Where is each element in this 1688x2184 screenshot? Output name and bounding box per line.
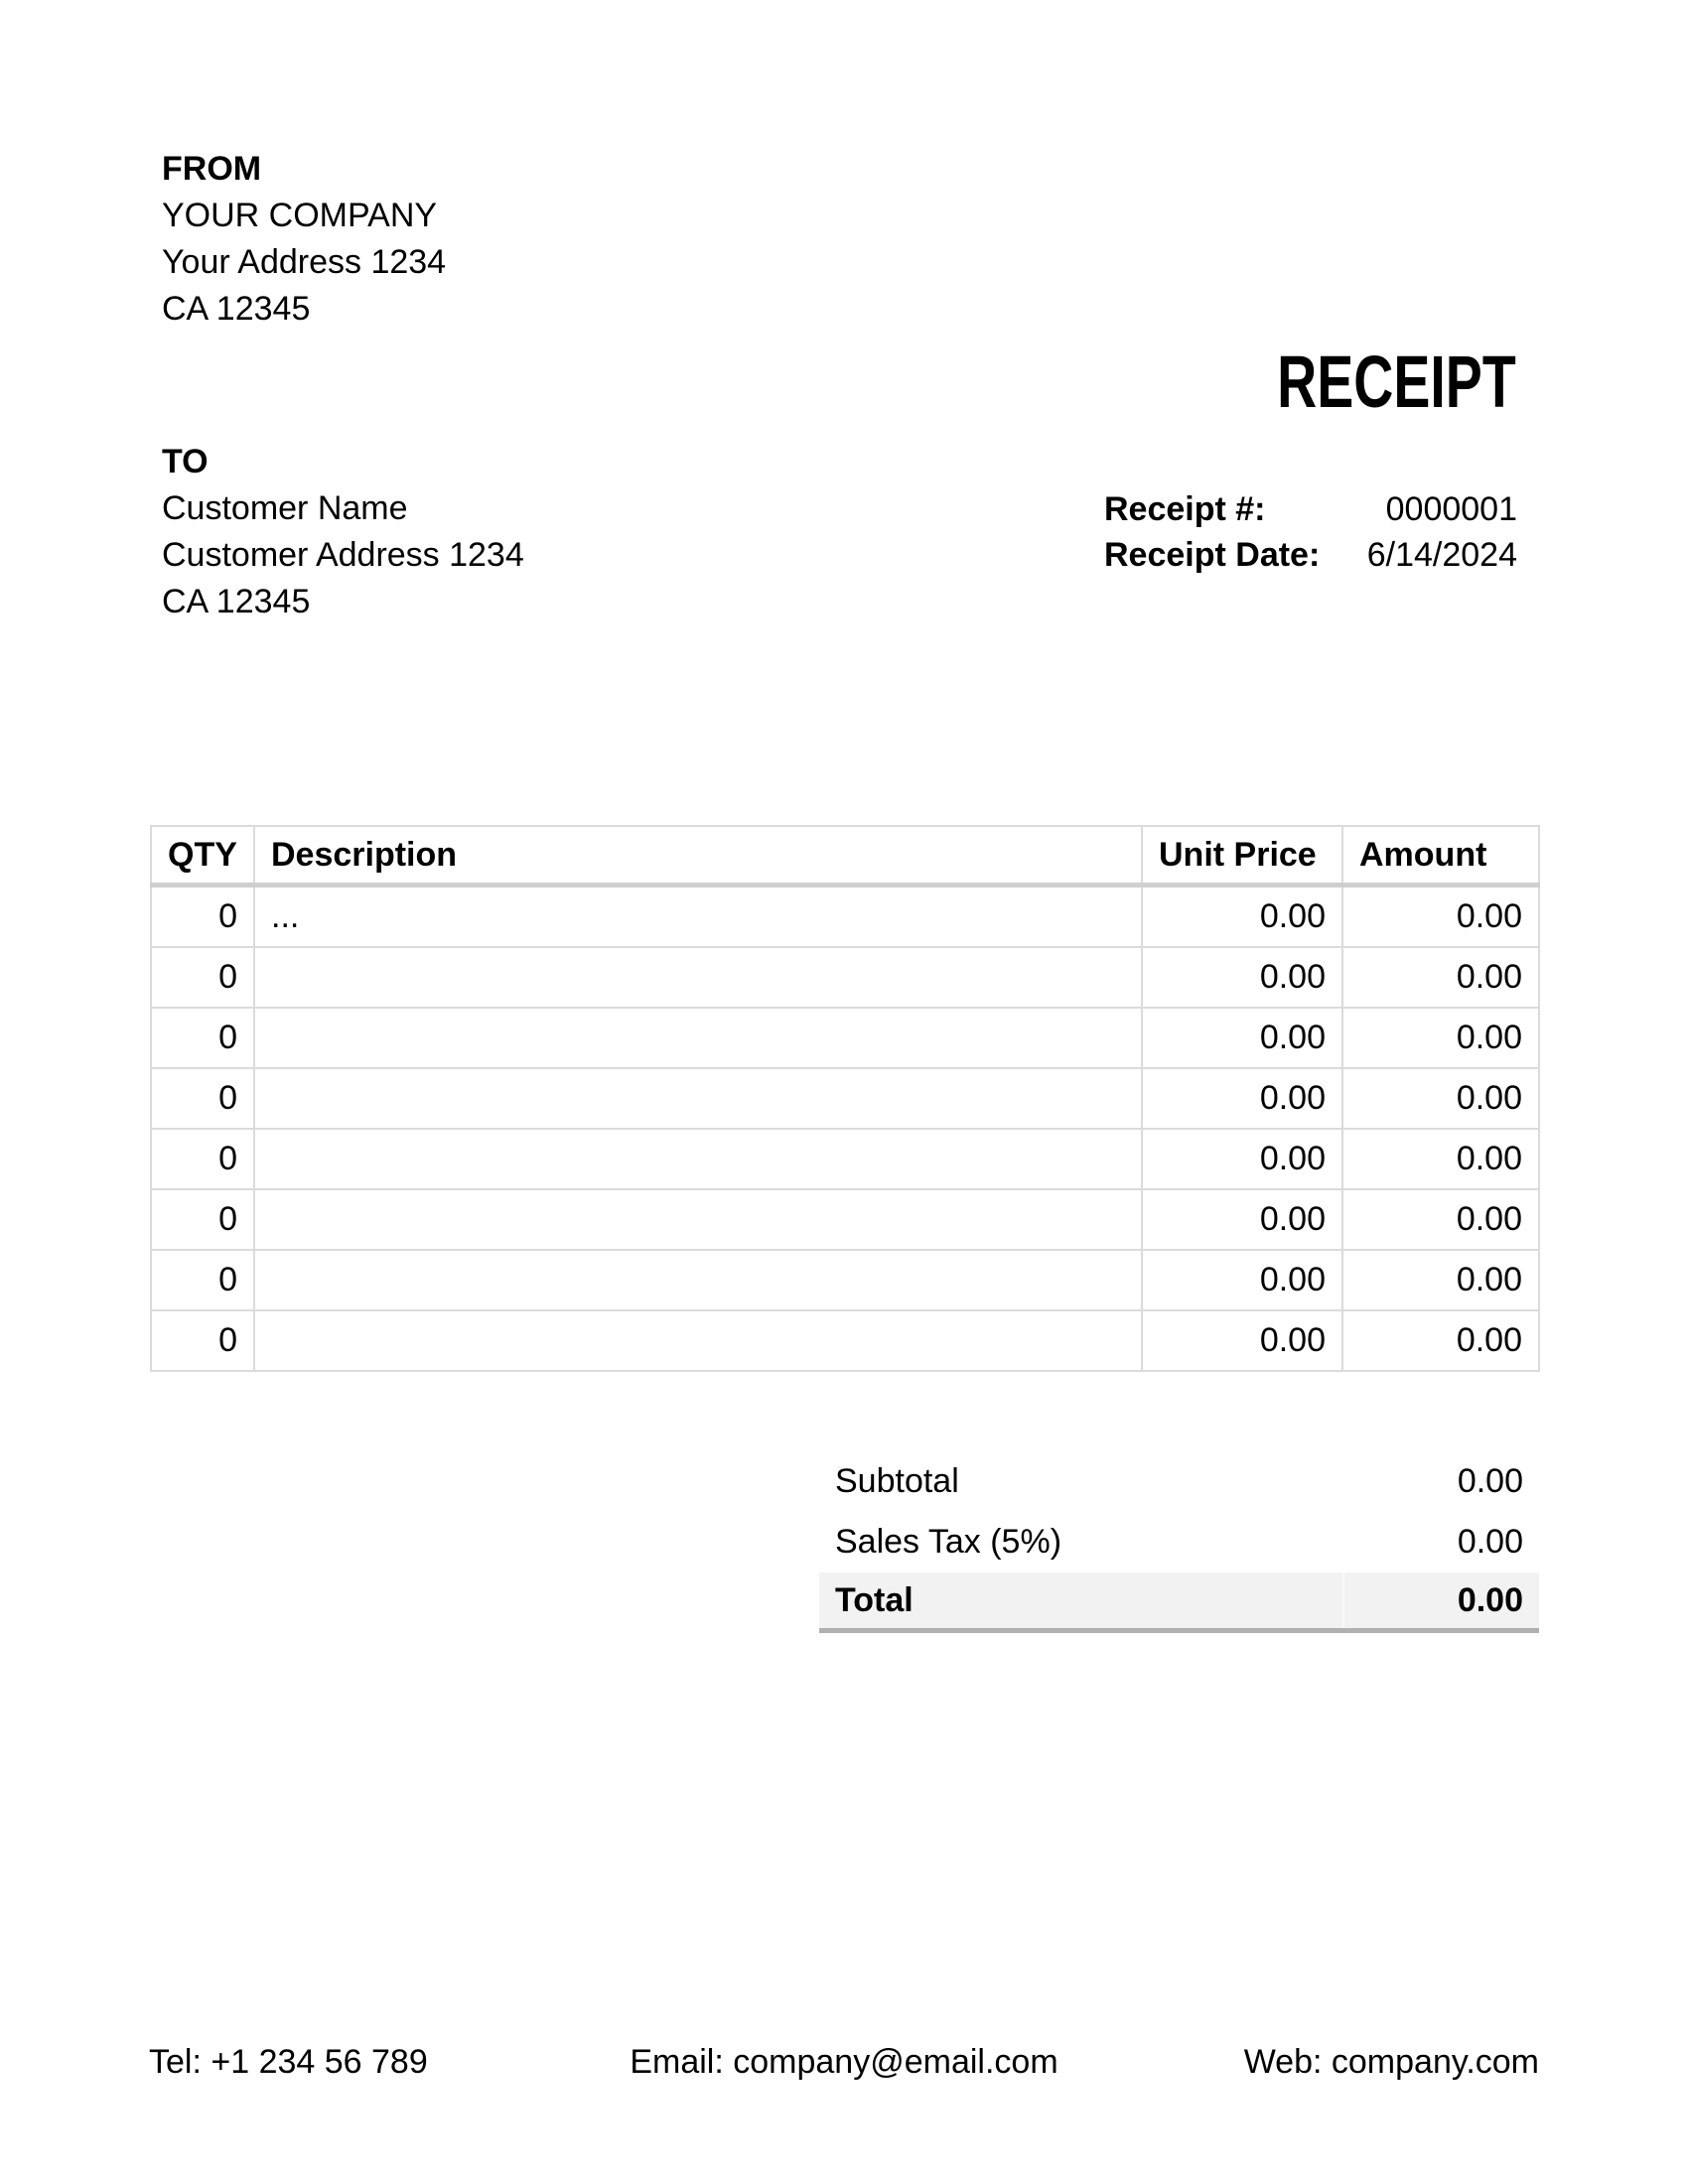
unit-price-cell: 0.00	[1141, 1309, 1343, 1372]
subtotal-row: Subtotal 0.00	[819, 1451, 1539, 1512]
receipt-date-label: Receipt Date:	[1104, 536, 1321, 574]
from-city: CA 12345	[162, 290, 311, 328]
table-header-amount: Amount	[1341, 825, 1540, 887]
qty-cell: 0	[150, 884, 255, 948]
description-cell	[253, 1067, 1143, 1130]
to-customer-name: Customer Name	[162, 489, 408, 527]
to-customer-address: Customer Address 1234	[162, 536, 524, 574]
amount-cell: 0.00	[1341, 1188, 1540, 1251]
footer: Tel: +1 234 56 789 Email: company@email.…	[149, 2042, 1539, 2083]
description-cell	[253, 1128, 1143, 1190]
sales-tax-label: Sales Tax (5%)	[835, 1523, 1062, 1561]
footer-web: Web: company.com	[1243, 2043, 1540, 2081]
receipt-number-label: Receipt #:	[1104, 490, 1266, 528]
description-cell: ...	[253, 884, 1143, 948]
amount-cell: 0.00	[1341, 1007, 1540, 1069]
receipt-number-value: 0000001	[1385, 490, 1517, 528]
total-row: Total 0.00	[819, 1572, 1539, 1633]
amount-cell: 0.00	[1341, 1128, 1540, 1190]
amount-cell: 0.00	[1341, 1067, 1540, 1130]
receipt-meta: Receipt #: 0000001 Receipt Date: 6/14/20…	[1104, 486, 1517, 578]
subtotal-label: Subtotal	[835, 1462, 959, 1500]
description-cell	[253, 946, 1143, 1009]
total-label: Total	[835, 1580, 914, 1619]
unit-price-cell: 0.00	[1141, 1007, 1343, 1069]
receipt-date-row: Receipt Date: 6/14/2024	[1104, 532, 1517, 578]
total-value: 0.00	[1457, 1580, 1523, 1619]
qty-cell: 0	[150, 946, 255, 1009]
unit-price-cell: 0.00	[1141, 1128, 1343, 1190]
qty-cell: 0	[150, 1309, 255, 1372]
amount-cell: 0.00	[1341, 884, 1540, 948]
to-customer-city: CA 12345	[162, 583, 311, 620]
table-header-unit-price: Unit Price	[1141, 825, 1343, 887]
footer-email: Email: company@email.com	[630, 2043, 1058, 2081]
description-cell	[253, 1249, 1143, 1311]
table-row: 0 0.00 0.00	[150, 946, 1540, 1009]
subtotal-value: 0.00	[1457, 1462, 1523, 1500]
from-block: FROM YOUR COMPANY Your Address 1234 CA 1…	[162, 146, 446, 333]
unit-price-cell: 0.00	[1141, 1249, 1343, 1311]
table-row: 0 0.00 0.00	[150, 1249, 1540, 1311]
receipt-date-value: 6/14/2024	[1366, 536, 1517, 574]
sales-tax-row: Sales Tax (5%) 0.00	[819, 1512, 1539, 1572]
unit-price-cell: 0.00	[1141, 1067, 1343, 1130]
footer-tel: Tel: +1 234 56 789	[149, 2043, 428, 2081]
table-row: 0 0.00 0.00	[150, 1128, 1540, 1190]
items-table: QTY Description Unit Price Amount 0 ... …	[150, 825, 1540, 1372]
amount-cell: 0.00	[1341, 1249, 1540, 1311]
unit-price-cell: 0.00	[1141, 1188, 1343, 1251]
table-row: 0 0.00 0.00	[150, 1309, 1540, 1372]
table-row: 0 ... 0.00 0.00	[150, 884, 1540, 948]
receipt-number-row: Receipt #: 0000001	[1104, 486, 1517, 532]
items-table-header-row: QTY Description Unit Price Amount	[150, 825, 1540, 887]
to-block: TO Customer Name Customer Address 1234 C…	[162, 439, 524, 625]
qty-cell: 0	[150, 1007, 255, 1069]
qty-cell: 0	[150, 1249, 255, 1311]
from-label: FROM	[162, 150, 262, 188]
table-header-qty: QTY	[150, 825, 255, 887]
totals-block: Subtotal 0.00 Sales Tax (5%) 0.00 Total …	[819, 1451, 1539, 1633]
description-cell	[253, 1188, 1143, 1251]
from-company: YOUR COMPANY	[162, 197, 438, 234]
sales-tax-value: 0.00	[1457, 1523, 1523, 1561]
unit-price-cell: 0.00	[1141, 946, 1343, 1009]
description-cell	[253, 1007, 1143, 1069]
table-row: 0 0.00 0.00	[150, 1067, 1540, 1130]
description-cell	[253, 1309, 1143, 1372]
receipt-title: RECEIPT	[1277, 341, 1516, 423]
from-address: Your Address 1234	[162, 243, 447, 281]
table-row: 0 0.00 0.00	[150, 1188, 1540, 1251]
unit-price-cell: 0.00	[1141, 884, 1343, 948]
qty-cell: 0	[150, 1067, 255, 1130]
qty-cell: 0	[150, 1128, 255, 1190]
amount-cell: 0.00	[1341, 946, 1540, 1009]
qty-cell: 0	[150, 1188, 255, 1251]
table-row: 0 0.00 0.00	[150, 1007, 1540, 1069]
to-label: TO	[162, 443, 209, 480]
table-header-description: Description	[253, 825, 1143, 887]
amount-cell: 0.00	[1341, 1309, 1540, 1372]
